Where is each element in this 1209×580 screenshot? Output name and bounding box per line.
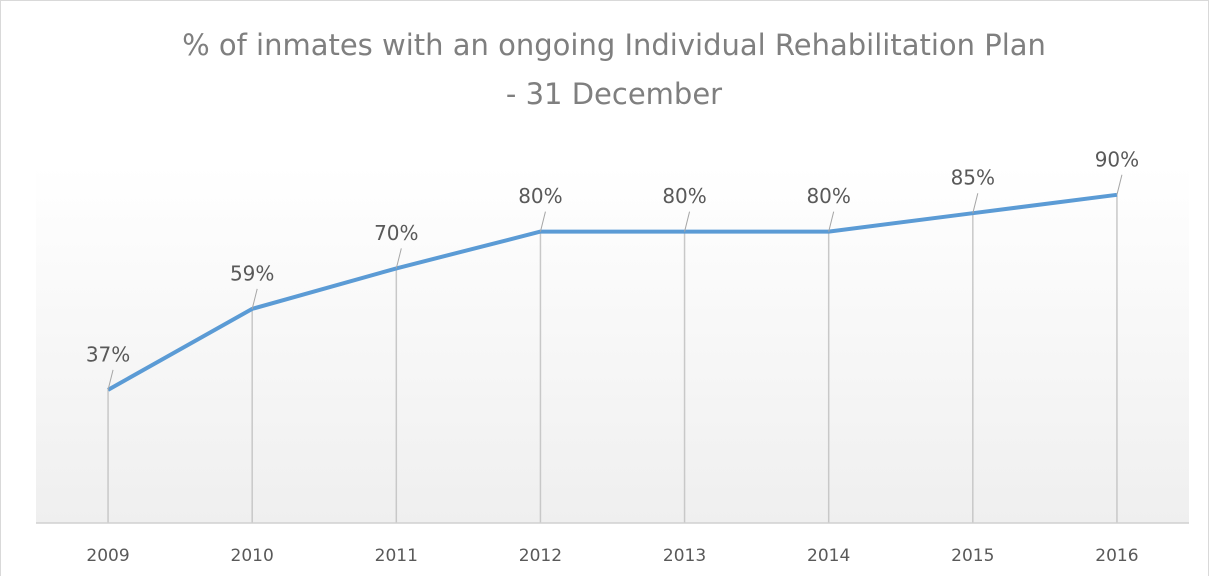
leader-line: [395, 248, 402, 269]
leader-line: [251, 288, 258, 310]
x-tick-label: 2010: [231, 546, 274, 566]
data-label: 90%: [1095, 147, 1139, 171]
leader-line: [828, 211, 835, 232]
x-tick-label: 2011: [375, 546, 418, 566]
x-tick-label: 2016: [1095, 546, 1138, 566]
x-tick-label: 2014: [807, 546, 850, 566]
plot-area: [36, 165, 1189, 523]
data-label: 37%: [86, 342, 130, 366]
data-label: 70%: [374, 221, 418, 245]
x-tick-label: 2009: [86, 546, 129, 566]
data-label: 59%: [230, 261, 274, 285]
chart-title: - 31 December: [506, 77, 722, 111]
leader-line: [539, 211, 546, 232]
leader-line: [972, 193, 979, 214]
x-tick-label: 2012: [519, 546, 562, 566]
leader-line: [107, 369, 114, 390]
leader-line: [684, 211, 691, 232]
data-label: 85%: [951, 166, 995, 190]
data-label: 80%: [806, 184, 850, 208]
x-tick-label: 2013: [663, 546, 706, 566]
chart-title: % of inmates with an ongoing Individual …: [182, 28, 1046, 62]
series-line: [107, 192, 1118, 392]
leader-line: [1116, 174, 1123, 195]
data-label: 80%: [662, 184, 706, 208]
x-tick-label: 2015: [951, 546, 994, 566]
data-label: 80%: [518, 184, 562, 208]
